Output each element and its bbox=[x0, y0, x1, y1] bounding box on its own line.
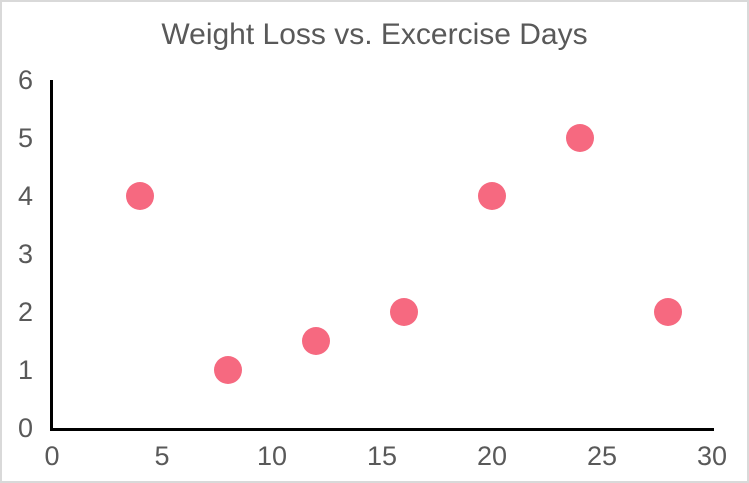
data-point bbox=[654, 298, 682, 326]
x-tick-label: 30 bbox=[696, 441, 728, 471]
x-tick-label: 15 bbox=[366, 441, 398, 471]
y-tick-label: 2 bbox=[17, 297, 33, 327]
y-tick-label: 5 bbox=[17, 123, 33, 153]
data-point bbox=[126, 182, 154, 210]
data-point bbox=[566, 124, 594, 152]
y-tick-label: 1 bbox=[17, 355, 33, 385]
chart-title: Weight Loss vs. Excercise Days bbox=[161, 18, 588, 51]
y-tick-label: 6 bbox=[17, 65, 33, 95]
data-point bbox=[390, 298, 418, 326]
x-axis-line bbox=[50, 428, 714, 431]
y-tick-label: 3 bbox=[17, 239, 33, 269]
x-tick-label: 20 bbox=[476, 441, 508, 471]
data-point bbox=[302, 327, 330, 355]
x-tick-label: 5 bbox=[154, 441, 170, 471]
data-point bbox=[478, 182, 506, 210]
x-tick-label: 0 bbox=[44, 441, 60, 471]
x-tick-label: 10 bbox=[256, 441, 288, 471]
y-tick-label: 4 bbox=[17, 181, 33, 211]
y-tick-label: 0 bbox=[17, 413, 33, 443]
y-axis-line bbox=[50, 80, 53, 431]
data-point bbox=[214, 356, 242, 384]
x-tick-label: 25 bbox=[586, 441, 618, 471]
